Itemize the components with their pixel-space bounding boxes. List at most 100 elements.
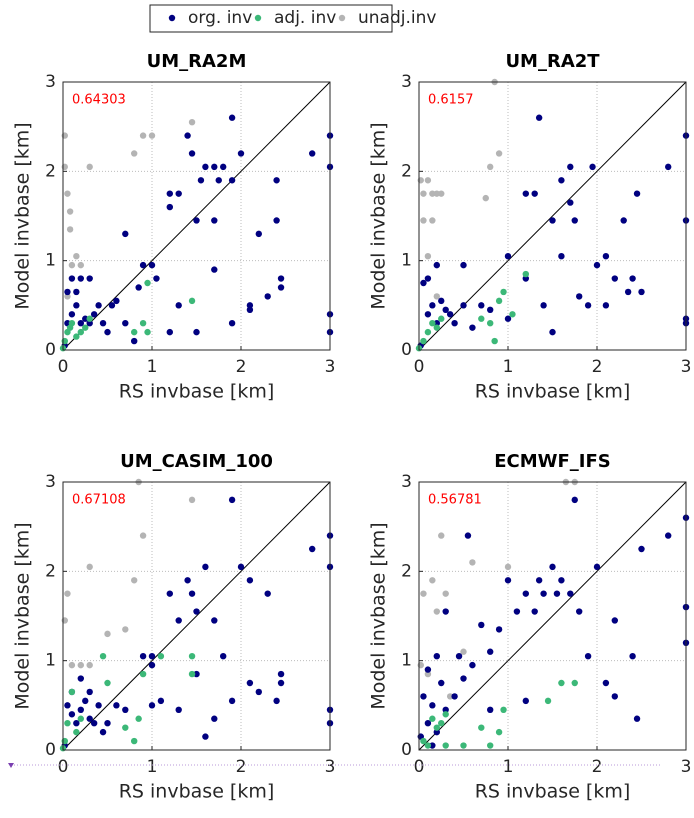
data-point (446, 311, 454, 318)
data-point (429, 217, 436, 224)
data-point (584, 302, 592, 309)
annotation: 0.6157 (428, 93, 474, 108)
data-point (264, 590, 271, 597)
one-to-one-line (62, 481, 331, 751)
one-to-one-line (418, 481, 687, 751)
data-point (424, 177, 432, 184)
data-point (584, 653, 592, 660)
chart-title: UM_CASIM_100 (120, 451, 273, 472)
data-point (175, 302, 182, 309)
data-point (433, 608, 440, 615)
data-point (460, 302, 467, 309)
y-axis-label: Model invbase [km] (12, 522, 34, 709)
data-point (624, 288, 632, 296)
data-point (558, 253, 565, 260)
y-tick-label: 1 (401, 251, 412, 271)
data-point (104, 328, 111, 336)
axes-frame (62, 481, 331, 751)
data-point (602, 253, 610, 260)
data-point (500, 706, 507, 713)
data-point (433, 653, 440, 660)
y-tick-label: 1 (45, 251, 56, 271)
data-point (638, 545, 645, 553)
data-point (148, 661, 156, 669)
data-point (273, 217, 280, 224)
data-point (495, 297, 503, 305)
data-point (424, 720, 432, 727)
data-point (478, 315, 485, 322)
data-point (438, 315, 445, 322)
data-point (544, 697, 552, 705)
y-axis-label: Model invbase [km] (368, 122, 390, 309)
data-point (491, 337, 498, 345)
data-point (420, 217, 427, 224)
data-point (277, 284, 285, 291)
data-point (273, 177, 280, 184)
subplot: 0 1 2 3 0 1 2 3 UM_RA2M 0.64303 RS invbase [km] Mod… (12, 51, 336, 403)
data-point (509, 311, 516, 318)
annotation: 0.67108 (72, 493, 126, 508)
data-point (135, 284, 142, 291)
data-point (166, 190, 173, 197)
data-point (131, 337, 138, 345)
data-point (495, 150, 503, 157)
data-point (469, 661, 476, 669)
data-point (82, 324, 89, 331)
data-point (433, 324, 440, 331)
one-to-one-line (62, 81, 331, 351)
data-point (86, 275, 93, 282)
y-tick-label: 2 (45, 561, 56, 581)
x-axis-label: RS invbase [km] (119, 381, 275, 403)
data-point (139, 320, 147, 327)
data-point (193, 608, 200, 615)
y-tick-label: 0 (401, 740, 412, 760)
data-point (558, 577, 565, 584)
data-point (131, 150, 138, 157)
data-point (665, 163, 672, 171)
data-point (504, 315, 512, 322)
data-point (487, 742, 494, 749)
data-point (193, 217, 200, 224)
data-point (77, 706, 85, 713)
data-point (131, 577, 138, 584)
x-tick-label: 3 (325, 757, 336, 777)
x-tick-label: 3 (681, 757, 692, 777)
data-point (487, 306, 494, 313)
y-tick-label: 0 (45, 340, 56, 360)
y-tick-label: 2 (401, 161, 412, 181)
data-point (197, 177, 205, 184)
data-point (66, 208, 74, 215)
x-tick-label: 1 (147, 757, 158, 777)
data-point (611, 617, 618, 624)
data-point (487, 648, 494, 655)
data-point (215, 177, 222, 184)
data-point (202, 563, 209, 571)
data-point (629, 653, 636, 660)
data-point (228, 496, 236, 504)
data-point (139, 653, 147, 660)
data-point (73, 253, 80, 260)
data-point (131, 328, 138, 336)
data-point (135, 715, 142, 722)
data-point (122, 230, 129, 238)
data-point (442, 742, 449, 749)
data-point (540, 590, 547, 597)
data-point (246, 679, 254, 687)
data-point (86, 315, 93, 322)
data-point (166, 203, 173, 211)
data-point (144, 328, 151, 336)
data-point (540, 302, 547, 309)
data-point (487, 163, 494, 171)
data-point (90, 311, 98, 318)
data-point (553, 590, 561, 597)
data-point (455, 653, 463, 660)
data-point (64, 293, 71, 300)
data-point (460, 261, 467, 269)
data-point (139, 261, 147, 269)
data-point (82, 315, 89, 322)
y-tick-label: 0 (401, 340, 412, 360)
y-tick-label: 3 (45, 472, 56, 492)
subplot: 0 1 2 3 0 1 2 3 UM_CASIM_100 0.67108 RS invbase [k… (12, 451, 336, 803)
data-point (531, 608, 538, 615)
